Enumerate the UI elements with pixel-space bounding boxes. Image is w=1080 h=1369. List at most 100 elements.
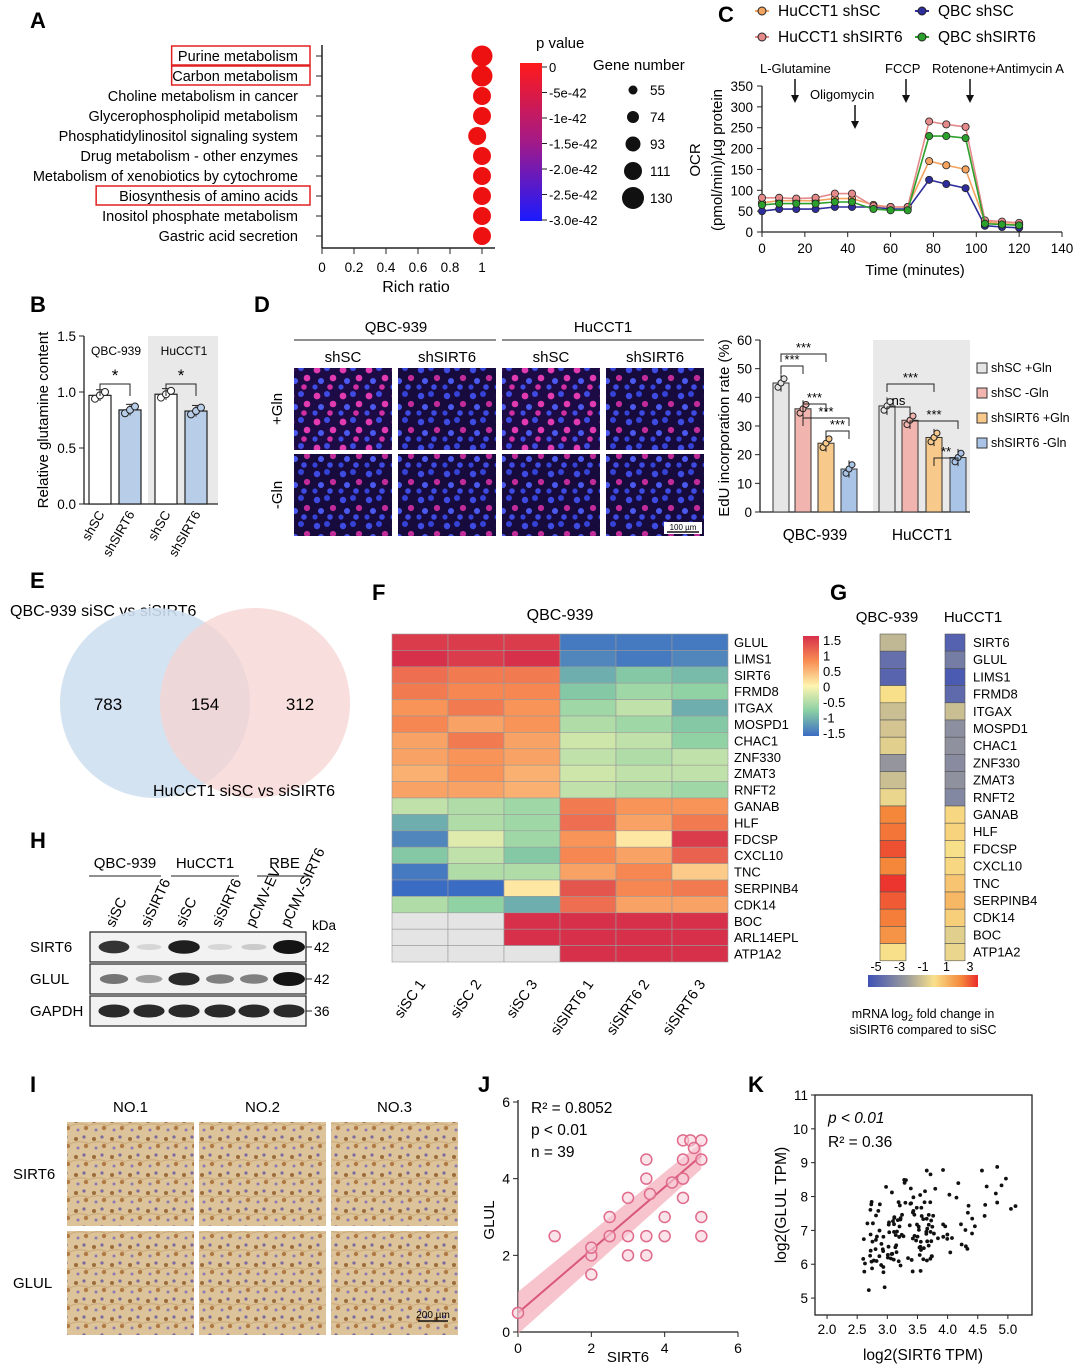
- c-x-tick-label: 140: [1051, 241, 1074, 256]
- fc-gene: RNFT2: [973, 790, 1015, 805]
- panel-g-letter: G: [830, 580, 847, 605]
- fc-gene: SERPINB4: [973, 893, 1037, 908]
- k-point: [908, 1186, 913, 1191]
- b-bar: [118, 409, 142, 505]
- ihc-image: [331, 1122, 458, 1226]
- panel-e-letter: E: [30, 568, 45, 593]
- fc-cell-hucct1: [944, 874, 966, 893]
- ocr-point: [961, 165, 970, 174]
- j-point: [548, 1229, 561, 1243]
- pathway-term: Metabolism of xenobiotics by cytochrome: [33, 169, 298, 185]
- heatmap-gene: SERPINB4: [734, 881, 798, 896]
- venn-label-bottom: HuCCT1 siSC vs siSIRT6: [153, 783, 335, 800]
- heatmap-cell: [391, 633, 449, 651]
- gene-number-title: Gene number: [593, 57, 685, 74]
- enrichment-dot: [473, 167, 491, 185]
- ocr-series-line: [761, 160, 1020, 226]
- heatmap-cell: [559, 748, 617, 766]
- ocr-point: [886, 206, 895, 215]
- h-band: [168, 972, 200, 986]
- venn-left-count: 783: [94, 695, 122, 714]
- k-point: [898, 1263, 903, 1268]
- k-point: [906, 1256, 910, 1261]
- k-point: [963, 1228, 968, 1232]
- j-point: [676, 1153, 690, 1166]
- fc-gene: SIRT6: [973, 635, 1010, 650]
- fc-cell-hucct1: [944, 668, 966, 686]
- venn-overlap-count: 154: [191, 695, 219, 714]
- heatmap-cell: [503, 896, 561, 914]
- heatmap-cell: [391, 814, 449, 832]
- k-point: [893, 1245, 898, 1250]
- h-mw-label: 36: [314, 1003, 330, 1019]
- heatmap-cell: [447, 732, 505, 750]
- fc-cell-hucct1: [944, 908, 966, 927]
- k-point: [924, 1216, 929, 1221]
- heatmap-cell: [615, 650, 673, 668]
- k-point: [919, 1205, 924, 1210]
- d-y-tick-label: 10: [737, 476, 752, 491]
- fc-cell-qbc: [879, 840, 907, 858]
- ocr-point: [961, 184, 970, 193]
- enrichment-dot: [473, 87, 491, 105]
- ocr-arrow-head: [902, 95, 910, 103]
- heatmap-cell: [503, 912, 561, 930]
- heatmap-cell: [559, 912, 617, 930]
- k-point: [909, 1258, 914, 1262]
- k-point: [911, 1195, 916, 1200]
- k-x-tick-label: 4.5: [968, 1322, 987, 1337]
- edu-image: [502, 368, 600, 450]
- enrichment-dot: [468, 127, 487, 145]
- j-point: [585, 1268, 598, 1281]
- k-point: [995, 1200, 1000, 1205]
- heatmap-cell: [559, 879, 617, 897]
- d-legend-swatch: [976, 437, 988, 449]
- d-xgroup-hucct1: HuCCT1: [892, 527, 952, 544]
- heatmap-sample: siSIRT6 2: [604, 977, 653, 1038]
- k-point: [924, 1168, 929, 1173]
- pvalue-colorbar: [520, 63, 542, 221]
- k-point: [897, 1235, 902, 1239]
- edu-image: [294, 368, 392, 450]
- k-y-tick-label: 5: [800, 1291, 808, 1306]
- h-lane-label: siSC: [103, 895, 130, 930]
- ocr-arrow-head: [966, 95, 974, 103]
- heatmap-gene: GLUL: [734, 635, 768, 650]
- k-x-tick-label: 4.0: [938, 1322, 957, 1337]
- k-point: [870, 1239, 875, 1244]
- h-band: [238, 1004, 270, 1018]
- h-band: [99, 974, 129, 984]
- k-point: [893, 1233, 898, 1238]
- i-scalebar-label: 200 µm: [416, 1310, 450, 1321]
- k-point: [861, 1237, 866, 1242]
- heatmap-scale-tick: 0.5: [823, 664, 841, 679]
- b-replicate: [197, 403, 205, 412]
- d-y-tick-label: 60: [737, 333, 752, 348]
- d-sig-label: ***: [830, 417, 845, 432]
- ihc-image: [67, 1231, 194, 1335]
- k-point: [923, 1189, 927, 1194]
- gene-size-label: 93: [650, 137, 665, 152]
- c-y-tick-label: 0: [745, 225, 753, 240]
- k-point: [931, 1213, 936, 1218]
- j-stat: R² = 0.8052: [531, 1100, 612, 1117]
- fc-colorbar: [868, 975, 978, 987]
- k-point: [882, 1285, 887, 1290]
- fc-scale-label: mRNA log2 fold change in: [852, 1007, 995, 1023]
- k-point: [921, 1246, 926, 1251]
- heatmap-cell: [391, 748, 449, 766]
- heatmap-cell: [391, 666, 449, 684]
- panel-i-letter: I: [30, 1072, 36, 1097]
- d-replicate: [825, 435, 833, 443]
- panel-j-letter: J: [478, 1072, 490, 1097]
- h-band: [98, 940, 130, 954]
- k-point: [892, 1222, 896, 1227]
- b-replicate: [131, 402, 139, 411]
- heatmap-cell: [615, 912, 673, 930]
- k-point: [885, 1255, 890, 1260]
- a-x-tick-label: 1: [478, 260, 486, 275]
- fc-cell-hucct1: [944, 788, 966, 807]
- heatmap-cell: [447, 879, 505, 897]
- pathway-terms: Purine metabolism Carbon metabolism Cholin…: [33, 45, 322, 245]
